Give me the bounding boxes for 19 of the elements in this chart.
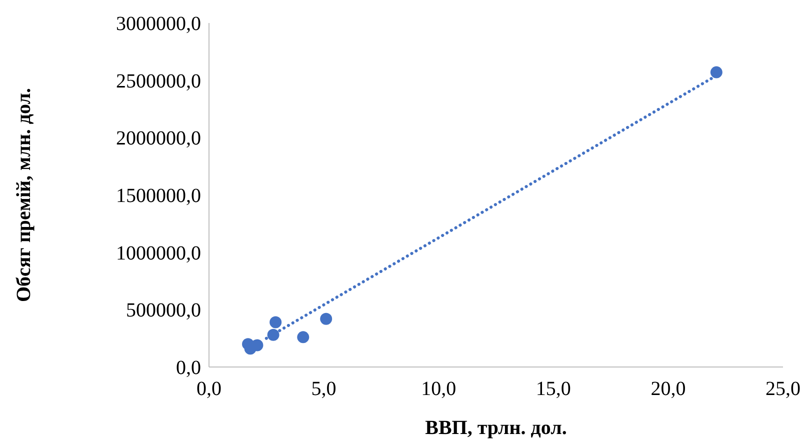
- x-axis-title: ВВП, трлн. дол.: [425, 417, 567, 439]
- x-tick-label: 15,0: [536, 378, 571, 400]
- y-tick-label: 3000000,0: [116, 13, 201, 35]
- point: [297, 331, 310, 344]
- x-tick-label: 20,0: [650, 378, 686, 400]
- point: [320, 312, 332, 325]
- y-axis-title: Обсяг премій, млн. дол.: [13, 88, 35, 302]
- x-tick-label: 10,0: [421, 378, 456, 400]
- y-tick-label: 0,0: [176, 357, 201, 379]
- x-tick-label: 25,0: [766, 378, 800, 400]
- x-tick-label: 5,0: [311, 378, 336, 400]
- y-tick-label: 2000000,0: [116, 128, 201, 150]
- x-tick-label: 0,0: [196, 378, 222, 400]
- y-tick-label: 1500000,0: [116, 185, 201, 207]
- point: [710, 66, 722, 78]
- y-tick-label: 2500000,0: [116, 70, 201, 92]
- y-tick-label: 1000000,0: [116, 242, 201, 264]
- point: [270, 316, 282, 328]
- y-tick-label: 500000,0: [126, 300, 201, 322]
